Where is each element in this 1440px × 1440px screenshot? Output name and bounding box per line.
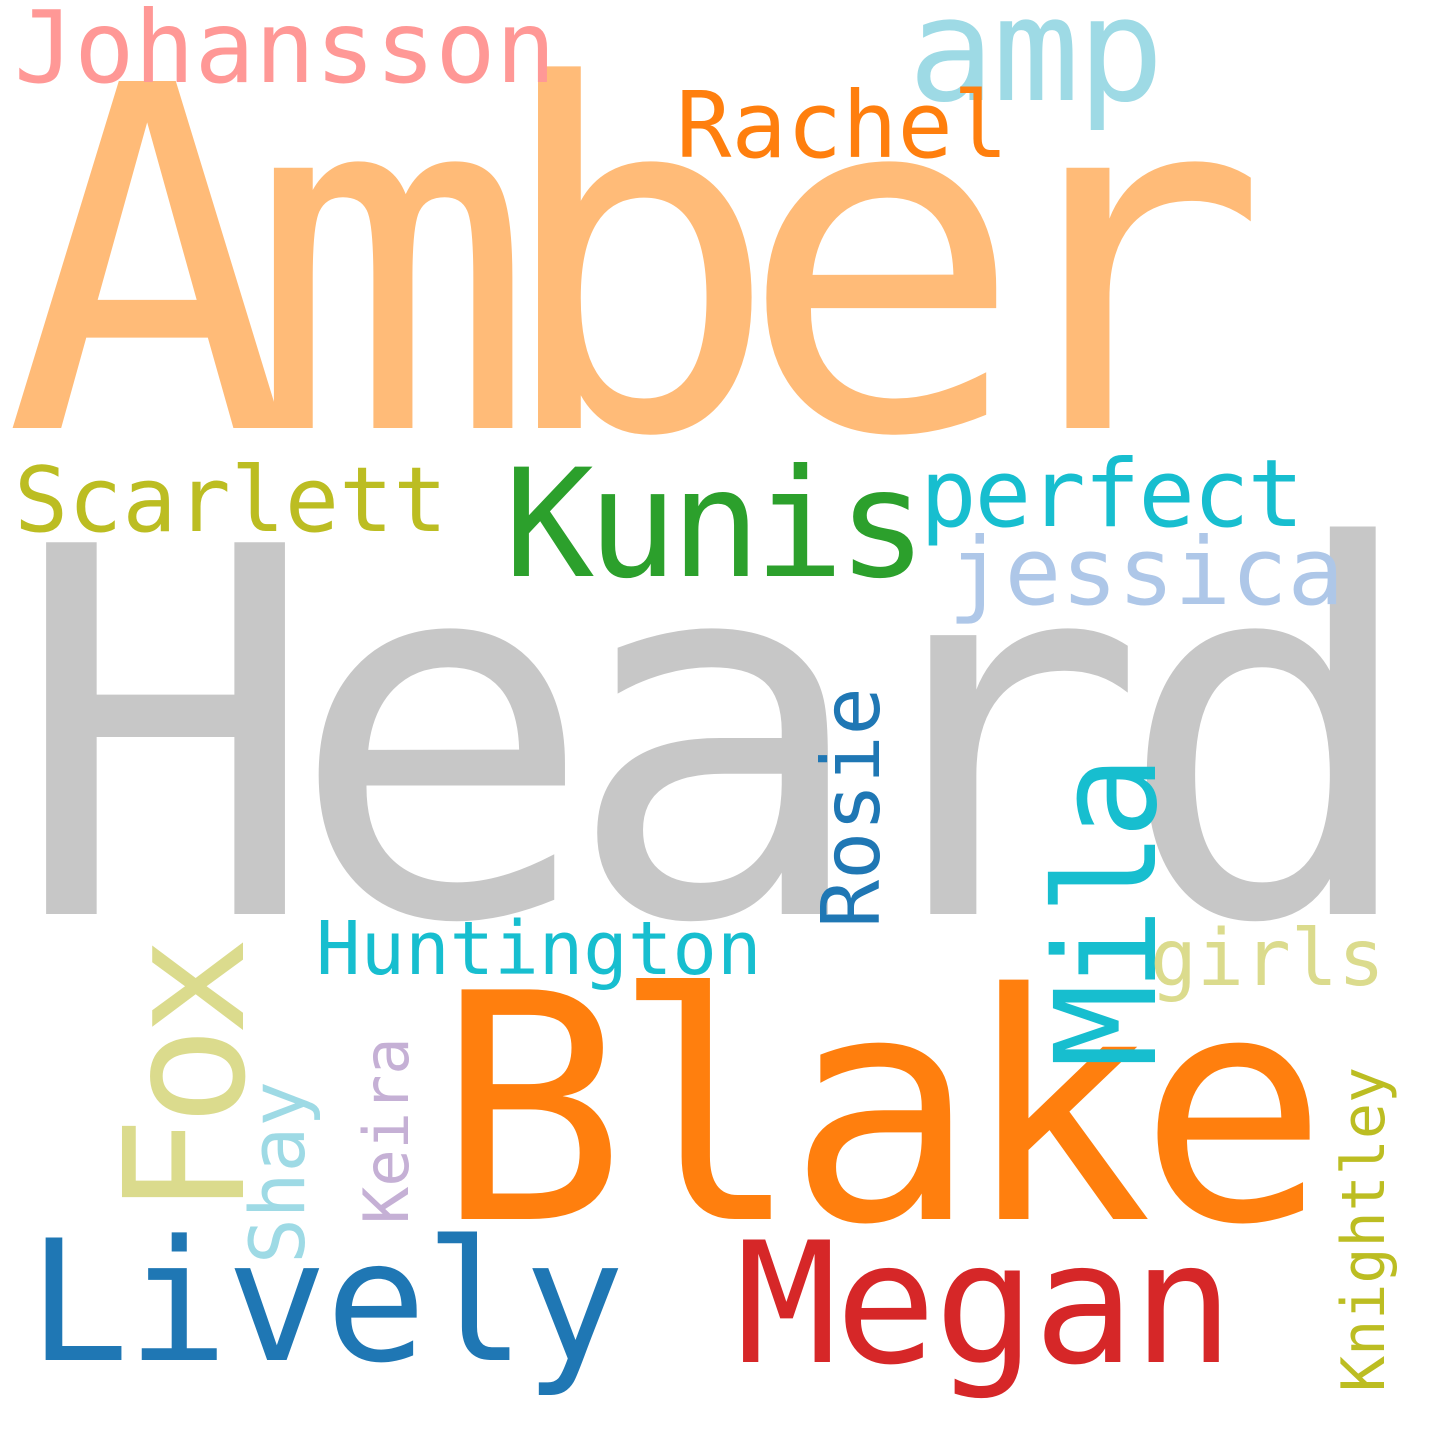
word-amp: amp [908, 0, 1164, 134]
word-heard: Heard [12, 442, 1423, 1035]
word-rosie: Rosie [805, 687, 898, 928]
word-rachel: Rachel [676, 72, 1009, 179]
word-perfect: perfect [920, 440, 1304, 549]
word-shay: Shay [233, 1080, 322, 1264]
word-knightley: Knightley [1329, 1066, 1399, 1392]
word-megan: Megan [736, 1206, 1234, 1402]
word-huntington: Huntington [316, 906, 762, 992]
word-lively: Lively [28, 1204, 625, 1400]
word-blake: Blake [436, 928, 1328, 1294]
word-jessica: jessica [948, 518, 1345, 627]
word-johansson: Johansson [14, 0, 556, 106]
word-girls: girls [1150, 914, 1385, 1004]
word-amber: Amber [4, 0, 1269, 541]
word-scarlett: Scarlett [14, 448, 448, 553]
word-kunis: Kunis [504, 438, 928, 612]
word-keira: Keira [350, 1037, 423, 1224]
